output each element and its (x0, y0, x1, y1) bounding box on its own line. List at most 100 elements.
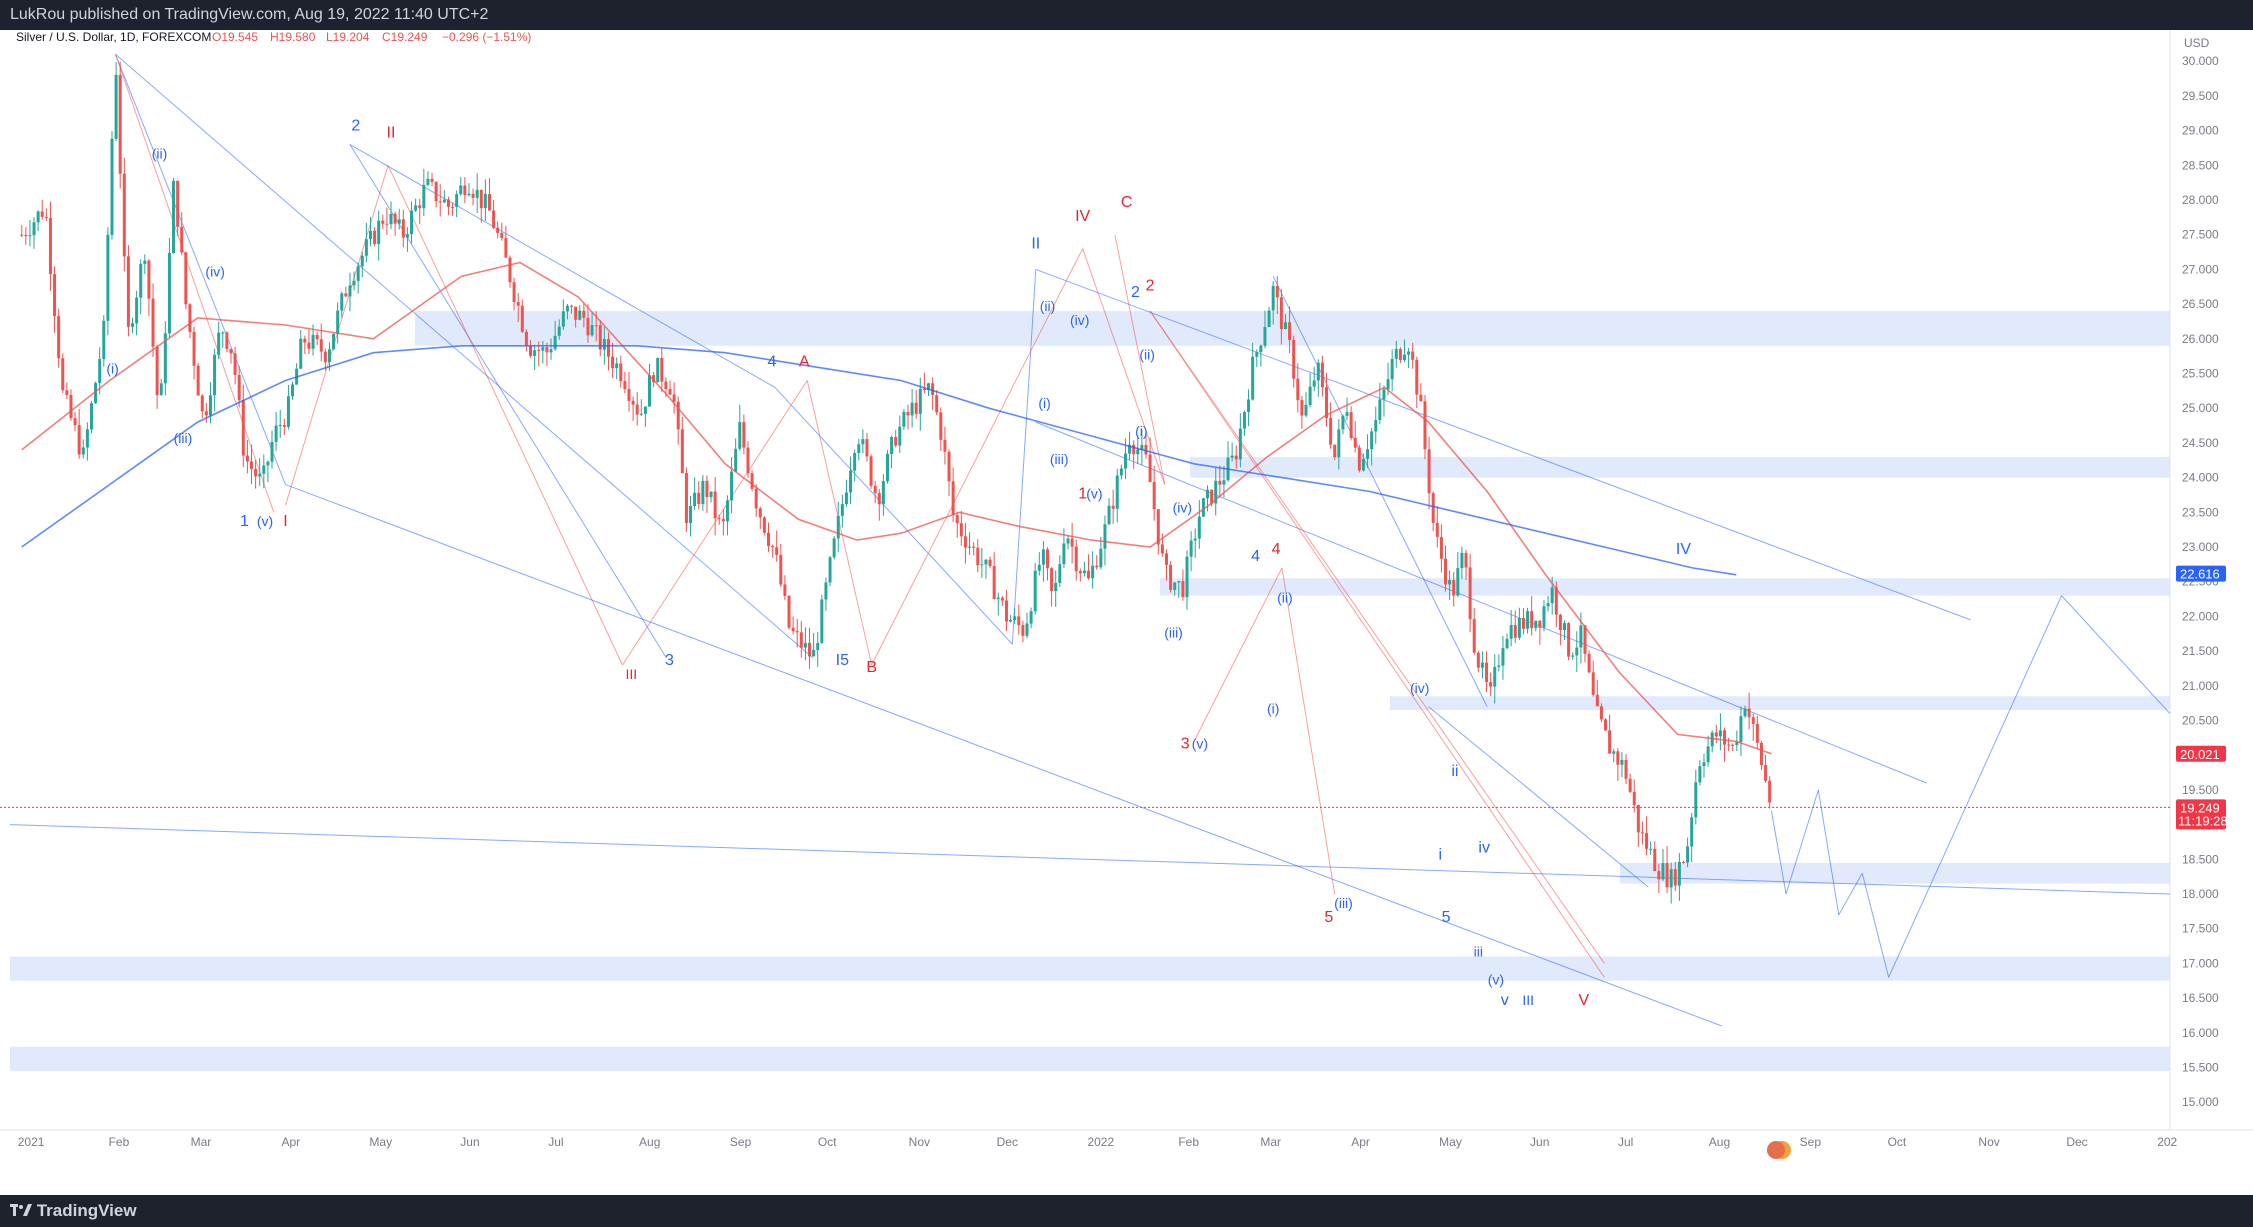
wave-label: (iv) (1173, 499, 1192, 515)
wave-label: III (625, 666, 637, 682)
publisher-header: LukRou published on TradingView.com, Aug… (0, 0, 2253, 30)
candle-body (914, 402, 918, 414)
candle-body (1624, 759, 1628, 779)
candle-body (135, 297, 139, 324)
candle-body (1505, 638, 1509, 649)
candle-body (680, 429, 684, 474)
candle-body (69, 395, 73, 419)
candle-body (1103, 524, 1107, 549)
candle-body (405, 234, 409, 238)
candle-body (660, 357, 664, 382)
candle-body (553, 335, 557, 350)
candle-body (578, 310, 582, 320)
price-label-value: 19.249 (2180, 800, 2220, 815)
price-tick: 19.500 (2182, 783, 2219, 797)
candle-body (524, 331, 528, 346)
time-axis[interactable]: 2021 Feb Mar Apr May Jun Jul Aug Sep Oct Nov Dec 202… (18, 1135, 2178, 1149)
candle-body (631, 400, 635, 405)
price-axis[interactable]: 30.000 29.500 29.000 28.500 28.000 27.500 27.0… (2182, 54, 2219, 1109)
time-tick: 2021 (18, 1135, 45, 1149)
candle-body (1210, 489, 1214, 504)
candle-body (213, 354, 217, 396)
candle-body (1616, 751, 1620, 765)
candle-body (1329, 417, 1333, 445)
candle-body (225, 332, 229, 349)
candle-body (147, 260, 151, 299)
candle-body (471, 193, 475, 198)
candle-body (1591, 672, 1595, 695)
trend-line-4 (1035, 421, 1927, 784)
candle-body (931, 383, 935, 396)
candle-body (1530, 611, 1534, 629)
candle-body (315, 334, 319, 340)
trend-line-7 (774, 387, 1013, 645)
candle-body (602, 339, 606, 350)
candle-body (1185, 556, 1189, 598)
price-label-countdown: 11:19:28 (2178, 813, 2228, 828)
candle-body (422, 184, 426, 209)
candle-body (196, 365, 200, 396)
flag-badge-icon[interactable] (1767, 1141, 1791, 1159)
candle-body (684, 473, 688, 523)
price-tick: 15.500 (2182, 1061, 2219, 1075)
candle-body (533, 350, 537, 356)
candle-body (163, 333, 167, 384)
wave-label: (i) (1135, 423, 1147, 439)
candle-body (689, 506, 693, 523)
wave-label: C (1121, 194, 1133, 211)
candle-body (968, 546, 972, 548)
candle-body (656, 357, 660, 383)
candle-body (467, 193, 471, 196)
candle-body (1078, 571, 1082, 574)
candle-body (496, 227, 500, 233)
candle-body (1316, 362, 1320, 381)
candle-body (1661, 863, 1665, 880)
trend-line-0 (115, 54, 286, 485)
candle-body (844, 492, 848, 505)
trend-line-8 (1011, 269, 1037, 645)
price-tick: 26.000 (2182, 332, 2219, 346)
price-tick: 26.500 (2182, 297, 2219, 311)
candle-body (557, 326, 561, 336)
candle-body (1677, 861, 1681, 886)
candle-body (738, 422, 742, 449)
tradingview-logo-icon[interactable] (10, 1195, 32, 1227)
candle-body (1214, 480, 1218, 504)
wave-label: II (1031, 236, 1040, 253)
candle-body (1690, 817, 1694, 847)
price-tick: 16.500 (2182, 991, 2219, 1005)
candle-body (758, 508, 762, 518)
candle-body (643, 406, 647, 414)
ohlc-high: H19.580 (270, 30, 316, 44)
candle-body (303, 338, 307, 343)
candle-body (360, 255, 364, 267)
wave-label: (v) (1086, 485, 1102, 501)
candle-body (1123, 453, 1127, 469)
price-tick: 16.000 (2182, 1026, 2219, 1040)
candle-body (935, 395, 939, 413)
candle-body (1115, 475, 1119, 509)
candle-body (627, 389, 631, 401)
candle-body (529, 345, 533, 356)
candle-body (1152, 482, 1156, 510)
candle-body (53, 274, 57, 317)
candle-body (385, 223, 389, 225)
candle-body (307, 342, 311, 349)
candle-body (1000, 597, 1004, 601)
candle-body (664, 381, 668, 390)
candle-body (94, 383, 98, 404)
candle-body (906, 411, 910, 416)
candle-body (89, 403, 93, 430)
chart-frame[interactable]: (ii) (iv) (i) (iii) 1 (v) I 2 II III 3 4 A I5 B II IV C (i… (0, 30, 2253, 1195)
time-tick: Jul (548, 1135, 563, 1149)
wave-label: (iii) (1334, 895, 1353, 911)
candle-body (373, 230, 377, 244)
candle-body (131, 323, 135, 327)
candle-body (1037, 564, 1041, 571)
price-tick: 17.000 (2182, 956, 2219, 970)
candle-body (1201, 498, 1205, 517)
candle-body (984, 559, 988, 565)
candle-body (1599, 706, 1603, 720)
candle-body (840, 504, 844, 516)
